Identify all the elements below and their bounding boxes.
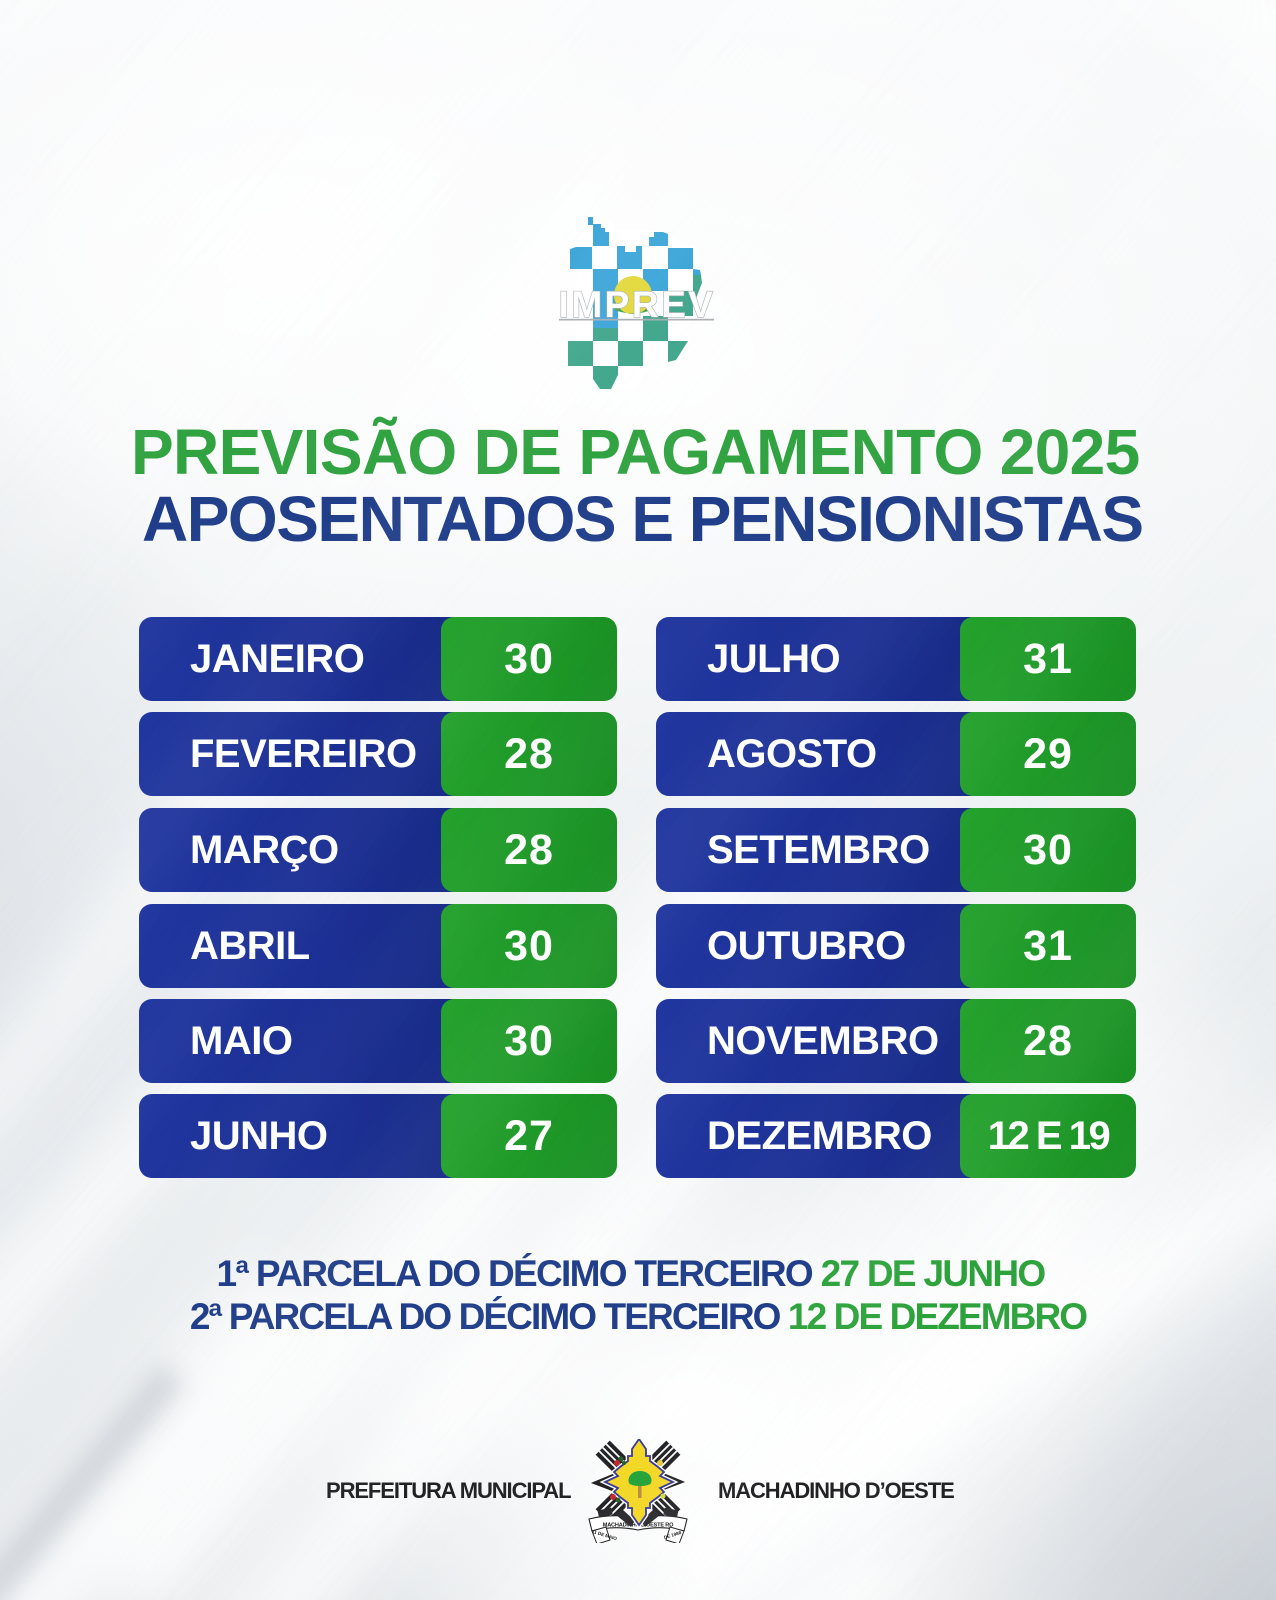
svg-text:DE 1988: DE 1988 <box>663 1530 682 1540</box>
svg-text:IMPREV: IMPREV <box>559 284 716 325</box>
